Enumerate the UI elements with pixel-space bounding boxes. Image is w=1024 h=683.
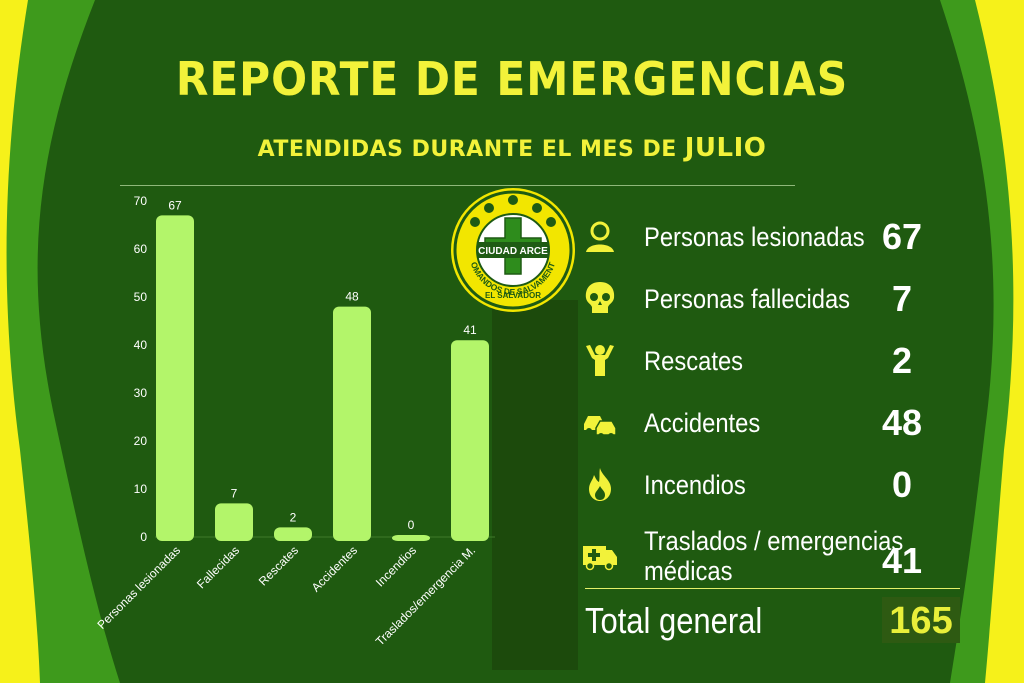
data-label: 67 <box>168 198 182 212</box>
person-icon <box>586 221 614 252</box>
page-subtitle: ATENDIDAS DURANTE EL MES DE JULIO <box>0 133 1024 163</box>
stat-label: Incendios <box>644 470 746 500</box>
header-divider <box>120 185 795 186</box>
stat-label: Rescates <box>644 346 744 376</box>
bar <box>215 503 253 541</box>
stat-row-incendios: Incendios 0 <box>582 460 952 510</box>
fire-icon <box>589 468 611 501</box>
bar <box>274 527 312 541</box>
subtitle-text: ATENDIDAS DURANTE EL MES DE <box>257 137 677 162</box>
x-tick-label: Rescates <box>256 543 301 588</box>
x-tick-label: Incendios <box>373 543 419 589</box>
x-tick-label: Accidentes <box>309 543 360 594</box>
data-label: 41 <box>463 323 477 337</box>
data-label: 0 <box>408 518 415 532</box>
logo-country: EL SALVADOR <box>485 291 541 300</box>
y-tick-label: 0 <box>140 530 147 544</box>
left-green-band <box>0 0 120 683</box>
stat-label: Personas lesionadas <box>644 222 865 252</box>
bar <box>333 306 371 541</box>
y-tick-label: 10 <box>134 482 148 496</box>
bar <box>451 340 489 541</box>
stat-row-personas-fallecidas: Personas fallecidas 7 <box>582 274 952 324</box>
stat-row-traslados: Traslados / emergencias médicas 41 <box>582 526 952 586</box>
stat-row-rescates: Rescates 2 <box>582 336 952 386</box>
left-yellow-band <box>0 0 40 683</box>
y-tick-label: 40 <box>134 338 148 352</box>
total-highlight <box>882 597 960 643</box>
x-tick-label: Traslados/emergencia M. <box>373 543 478 648</box>
stat-value: 67 <box>881 216 923 257</box>
x-tick-label: Personas lesionadas <box>95 543 183 632</box>
data-label: 7 <box>231 486 238 500</box>
data-label: 2 <box>290 510 297 524</box>
y-tick-label: 20 <box>134 434 148 448</box>
ambulance-icon <box>583 546 617 571</box>
stat-row-accidentes: Accidentes 48 <box>582 398 952 448</box>
logo-name-banner <box>477 242 549 258</box>
logo-comandos-de-salvamento: CIUDAD ARCE COMANDOS DE SALVAMENTO EL SA… <box>449 186 575 312</box>
stat-value: 7 <box>891 278 913 319</box>
bar <box>392 535 430 541</box>
y-tick-label: 60 <box>134 242 148 256</box>
page-title: REPORTE DE EMERGENCIAS <box>175 52 849 106</box>
stat-value: 48 <box>881 402 923 443</box>
right-yellow-band <box>975 0 1024 683</box>
stat-row-personas-lesionadas: Personas lesionadas 67 <box>582 212 952 262</box>
x-tick-label: Fallecidas <box>194 543 242 591</box>
subtitle-month: JULIO <box>684 133 767 163</box>
total-divider <box>585 588 960 589</box>
stat-value: 0 <box>891 464 913 505</box>
chart-panel-shade <box>492 300 578 670</box>
car-crash-icon <box>584 416 617 439</box>
skull-icon <box>585 282 615 313</box>
bar <box>156 215 194 541</box>
y-tick-label: 50 <box>134 290 148 304</box>
y-tick-label: 70 <box>134 194 148 208</box>
stat-label: Traslados / emergencias médicas <box>644 526 904 586</box>
stat-label: Personas fallecidas <box>644 284 851 314</box>
data-label: 48 <box>345 290 359 304</box>
rescue-person-icon <box>586 345 614 376</box>
total-value: 165 <box>889 600 953 642</box>
stat-value: 2 <box>891 340 913 381</box>
stat-value: 41 <box>881 540 923 581</box>
stat-label: Accidentes <box>644 408 761 438</box>
logo-name: CIUDAD ARCE <box>478 246 548 257</box>
total-label: Total general <box>585 600 763 641</box>
y-tick-label: 30 <box>134 386 148 400</box>
